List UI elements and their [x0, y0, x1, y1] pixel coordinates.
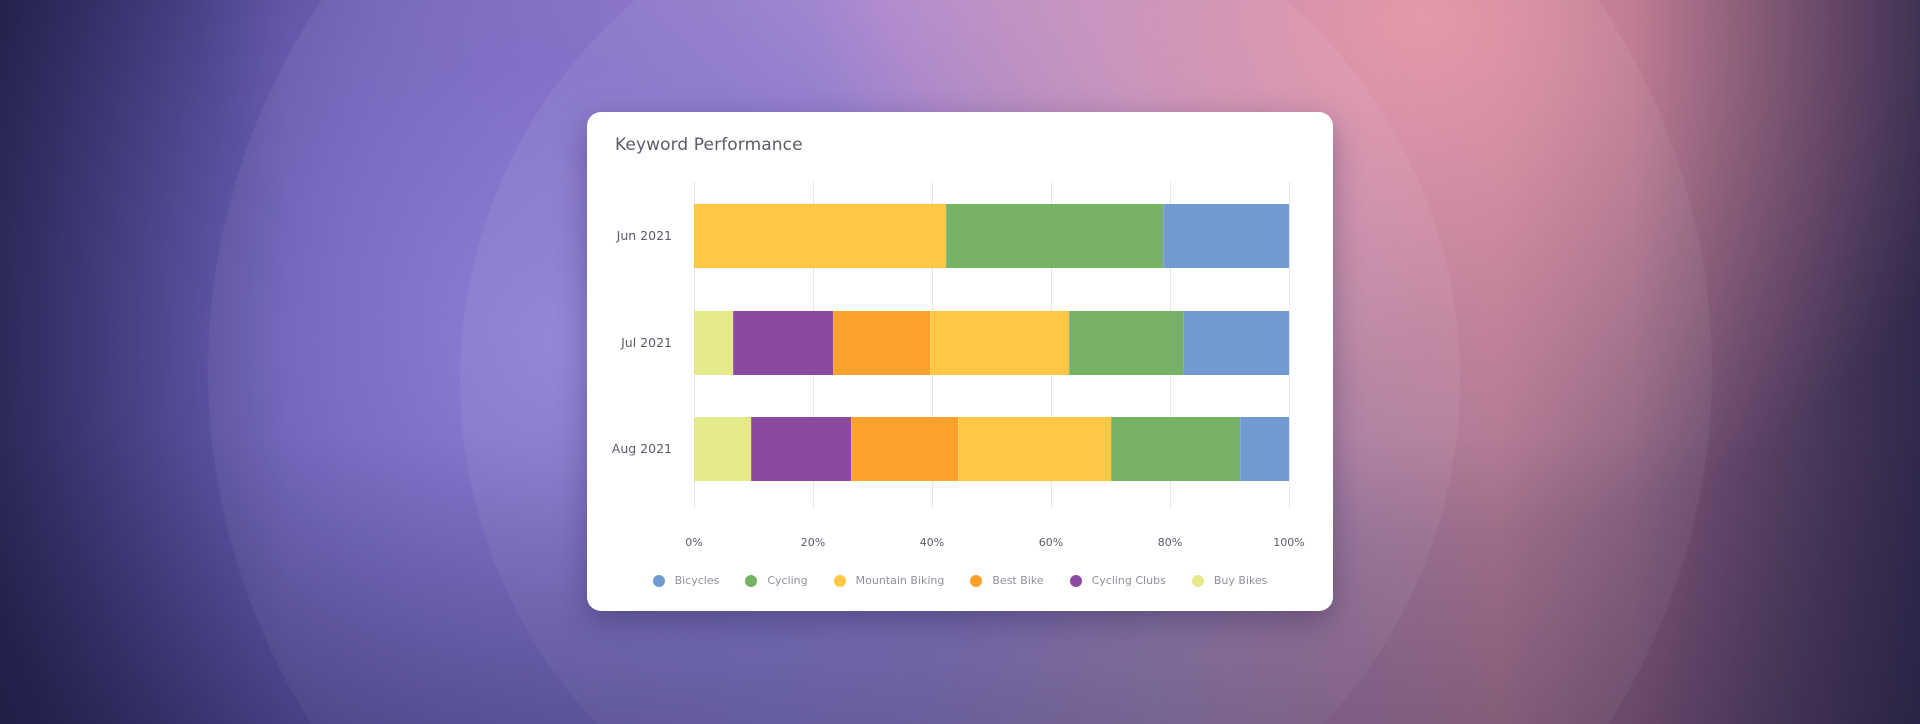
legend-item-buy-bikes[interactable]: Buy Bikes	[1191, 574, 1268, 587]
x-tick-label: 100%	[1273, 536, 1305, 549]
x-tick-label: 0%	[685, 536, 703, 549]
bar-segment-cycling[interactable]	[946, 204, 1164, 268]
legend-item-cycling[interactable]: Cycling	[745, 574, 808, 587]
y-axis-label: Jul 2021	[621, 335, 672, 350]
legend-item-mountain-biking[interactable]: Mountain Biking	[833, 574, 945, 587]
bar-segment-buy-bikes[interactable]	[694, 311, 734, 375]
bar-segment-mountain-biking[interactable]	[929, 311, 1070, 375]
bar-segment-mountain-biking[interactable]	[694, 204, 947, 268]
legend-item-best-bike[interactable]: Best Bike	[970, 574, 1044, 587]
legend-label: Buy Bikes	[1213, 574, 1268, 587]
legend-dot-icon	[833, 574, 846, 587]
legend-dot-icon	[652, 574, 665, 587]
bar-row	[694, 417, 1289, 481]
legend-label: Mountain Biking	[855, 574, 945, 587]
legend-dot-icon	[1069, 574, 1082, 587]
x-tick-label: 80%	[1157, 536, 1183, 549]
legend-dot-icon	[745, 574, 758, 587]
y-axis-label: Aug 2021	[611, 441, 672, 456]
bar-segment-best-bike[interactable]	[833, 311, 930, 375]
chart-card: Keyword Performance Jun 2021 Jul 2021 Aug …	[587, 112, 1333, 611]
bar-segment-bicycles[interactable]	[1240, 417, 1289, 481]
legend-label: Best Bike	[992, 574, 1044, 587]
legend-item-cycling-clubs[interactable]: Cycling Clubs	[1069, 574, 1166, 587]
chart-title: Keyword Performance	[615, 135, 803, 155]
legend-item-bicycles[interactable]: Bicycles	[652, 574, 720, 587]
bar-segment-mountain-biking[interactable]	[958, 417, 1112, 481]
legend-label: Cycling Clubs	[1091, 574, 1166, 587]
bar-segment-buy-bikes[interactable]	[694, 417, 752, 481]
x-tick-label: 20%	[800, 536, 826, 549]
bar-row	[694, 311, 1289, 375]
bar-segment-cycling-clubs[interactable]	[751, 417, 852, 481]
bar-segment-bicycles[interactable]	[1183, 311, 1289, 375]
legend-dot-icon	[970, 574, 983, 587]
bar-segment-best-bike[interactable]	[851, 417, 959, 481]
legend-label: Cycling	[767, 574, 808, 587]
plot-area: Jun 2021 Jul 2021 Aug 2021	[612, 182, 1290, 508]
gridline	[1289, 182, 1290, 508]
bar-row	[694, 204, 1289, 268]
chart-legend: Bicycles Cycling Mountain Biking Best Bike C…	[587, 574, 1333, 587]
bar-segment-cycling[interactable]	[1111, 417, 1241, 481]
legend-label: Bicycles	[674, 574, 720, 587]
y-axis-label: Jun 2021	[616, 228, 672, 243]
bar-segment-cycling-clubs[interactable]	[733, 311, 834, 375]
x-tick-label: 60%	[1038, 536, 1064, 549]
legend-dot-icon	[1191, 574, 1204, 587]
bar-segment-cycling[interactable]	[1069, 311, 1184, 375]
bar-segment-bicycles[interactable]	[1163, 204, 1289, 268]
x-tick-label: 40%	[919, 536, 945, 549]
